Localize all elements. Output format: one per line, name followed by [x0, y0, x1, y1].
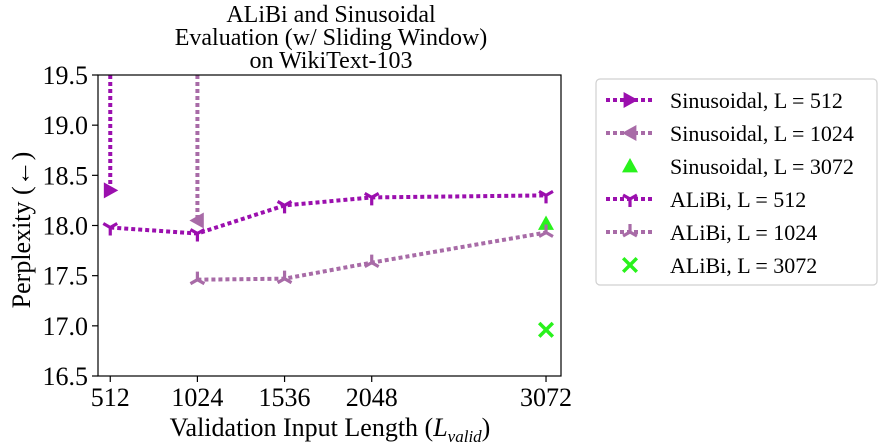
- x-axis-label-sub: valid: [448, 427, 482, 446]
- x-axis-label-var: L: [432, 413, 447, 442]
- legend-label: ALiBi, L = 3072: [670, 253, 817, 278]
- legend-label: Sinusoidal, L = 1024: [670, 121, 854, 146]
- data-point: [102, 222, 119, 236]
- legend-marker: [623, 92, 638, 108]
- data-point: [103, 182, 119, 199]
- x-axis-label: Validation Input Length (Lvalid): [170, 413, 491, 446]
- data-point: [363, 192, 380, 206]
- data-point: [189, 271, 206, 286]
- y-tick-label: 17.5: [43, 262, 89, 291]
- series-5: [537, 321, 555, 338]
- plot-frame: [97, 74, 562, 377]
- data-point: [189, 228, 206, 242]
- data-point: [538, 215, 555, 230]
- x-tick-label: 3072: [520, 383, 572, 412]
- legend-entry: ALiBi, L = 3072: [621, 253, 817, 278]
- data-point: [189, 212, 204, 229]
- data-point: [537, 321, 555, 338]
- plot-area: [97, 74, 562, 377]
- legend-label: Sinusoidal, L = 512: [670, 88, 843, 113]
- legend-entry: ALiBi, L = 512: [606, 187, 806, 212]
- legend-entry: Sinusoidal, L = 512: [606, 88, 843, 113]
- legend-marker: [622, 125, 637, 141]
- title-line: Evaluation (w/ Sliding Window): [175, 25, 488, 51]
- legend-label: ALiBi, L = 1024: [670, 220, 817, 245]
- y-tick-label: 18.0: [43, 212, 89, 241]
- x-tick-label: 1536: [259, 383, 311, 412]
- series-line: [197, 230, 547, 282]
- legend-label: Sinusoidal, L = 3072: [670, 154, 854, 179]
- x-tick-label: 2048: [346, 383, 398, 412]
- title-line: ALiBi and Sinusoidal: [226, 2, 436, 28]
- y-axis: 16.5 17.0 17.5 18.0 18.5 19.0 19.5: [43, 61, 98, 391]
- y-tick-label: 18.5: [43, 161, 89, 190]
- legend-marker: [622, 224, 638, 238]
- y-axis-label: Perplexity (←): [7, 152, 36, 309]
- x-axis-label-main: Validation Input Length (: [170, 413, 434, 442]
- series-2: [538, 215, 555, 230]
- legend-marker: [622, 193, 638, 207]
- x-tick-label: 1024: [171, 383, 223, 412]
- chart-title: ALiBi and Sinusoidal Evaluation (w/ Slid…: [175, 2, 488, 74]
- title-line: on WikiText-103: [250, 48, 413, 74]
- legend: Sinusoidal, L = 512 Sinusoidal, L = 1024 S…: [595, 78, 878, 286]
- series-1: [189, 75, 204, 229]
- legend-entry: Sinusoidal, L = 3072: [622, 154, 854, 179]
- x-axis-label-close: ): [482, 413, 491, 442]
- legend-marker: [621, 256, 639, 274]
- data-point: [363, 254, 380, 269]
- legend-box: [595, 78, 878, 286]
- x-tick-label: 512: [91, 383, 130, 412]
- legend-label: ALiBi, L = 512: [670, 187, 806, 212]
- y-tick-label: 17.0: [43, 312, 89, 341]
- x-axis: 512 1024 1536 2048 3072: [91, 376, 572, 412]
- data-point: [276, 200, 293, 214]
- series-4: [189, 224, 554, 286]
- y-tick-label: 16.5: [43, 362, 89, 391]
- legend-entry: ALiBi, L = 1024: [606, 220, 817, 245]
- series-line: [110, 193, 547, 236]
- data-point: [276, 270, 293, 285]
- series-0: [103, 75, 119, 199]
- series-3: [102, 190, 554, 242]
- data-point: [538, 224, 554, 238]
- legend-marker: [622, 158, 638, 173]
- y-tick-label: 19.0: [43, 111, 89, 140]
- data-point: [538, 190, 554, 204]
- legend-entry: Sinusoidal, L = 1024: [606, 121, 854, 146]
- y-tick-label: 19.5: [43, 61, 89, 90]
